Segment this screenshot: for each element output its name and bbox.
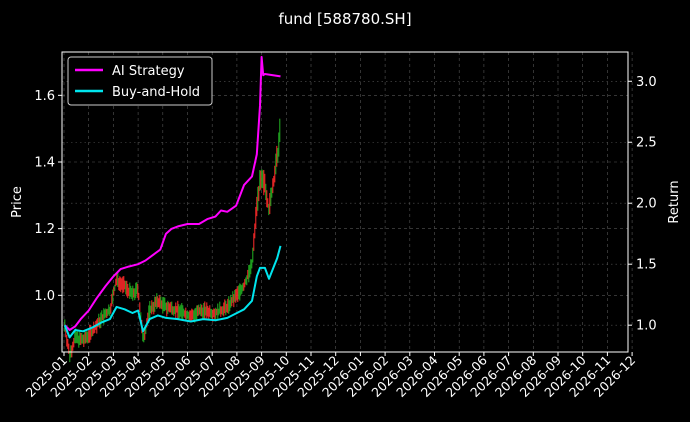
legend-label-buy-and-hold: Buy-and-Hold xyxy=(112,85,200,100)
price-candles xyxy=(64,118,281,363)
left-tick-label: 1.6 xyxy=(34,89,55,104)
series-line-buy-and_hold xyxy=(63,245,282,339)
chart-title: fund [588780.SH] xyxy=(278,10,411,28)
series-lines xyxy=(63,55,282,339)
series-line-ai-strategy xyxy=(64,55,281,331)
right-tick-label: 3.0 xyxy=(636,75,657,90)
left-axis: 1.0 1.2 1.4 1.6 xyxy=(34,89,62,304)
left-tick-label: 1.4 xyxy=(34,156,55,171)
plot-frame xyxy=(61,51,629,353)
right-axis-label: Return xyxy=(667,180,682,223)
left-tick-label: 1.0 xyxy=(34,289,55,304)
legend-box xyxy=(67,56,213,106)
legend-label-ai-strategy: AI Strategy xyxy=(112,64,185,79)
right-tick-label: 1.5 xyxy=(636,258,657,273)
right-tick-label: 2.5 xyxy=(636,136,657,151)
left-tick-label: 1.2 xyxy=(34,222,55,237)
right-tick-label: 1.0 xyxy=(636,319,657,334)
left-axis-label: Price xyxy=(10,186,25,218)
right-axis: 1.0 1.5 2.0 2.5 3.0 xyxy=(628,75,657,334)
legend: AI Strategy Buy-and-Hold xyxy=(67,56,213,106)
right-tick-label: 2.0 xyxy=(636,197,657,212)
